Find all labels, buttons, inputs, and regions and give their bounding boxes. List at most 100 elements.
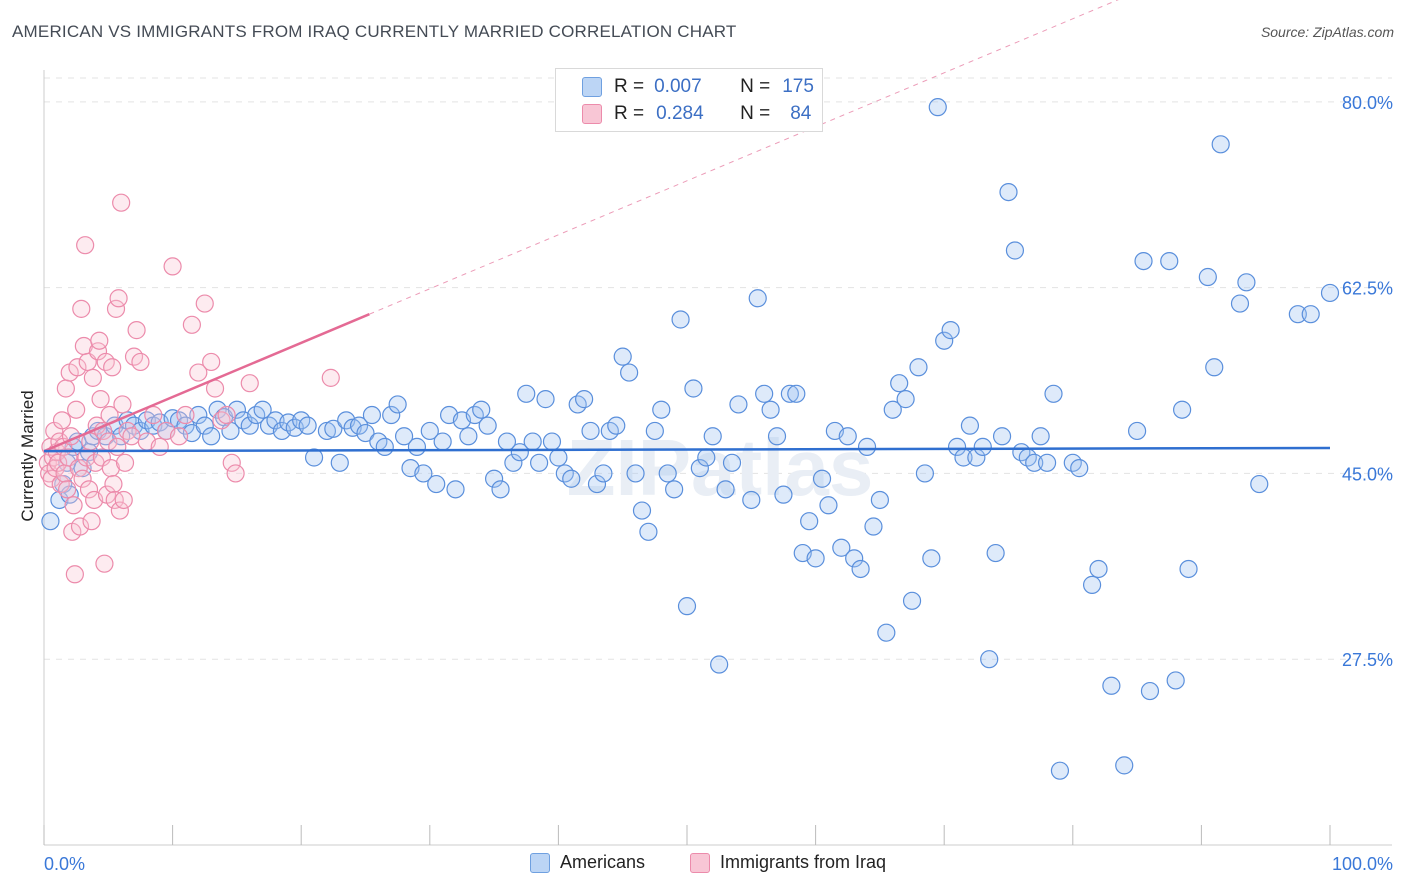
americans-point [304,448,324,467]
americans-point [1082,575,1102,594]
americans-point [864,517,883,536]
iraq-point [127,321,146,340]
americans-point [896,390,915,409]
americans-point [530,453,549,472]
americans-point [1127,421,1147,441]
americans-point [510,443,529,462]
y-tick-label: 27.5% [1342,650,1393,670]
series-legend: Americans Immigrants from Iraq [0,852,1406,878]
americans-point [1250,474,1269,494]
iraq-point [109,289,128,308]
iraq-point [68,358,87,377]
americans-point [928,98,947,117]
americans-point [581,421,600,441]
americans-point [1070,459,1089,478]
americans-point [787,384,806,403]
americans-point [973,437,992,456]
watermark: ZIPatlas [567,423,874,512]
americans-point [677,597,697,616]
americans-point [549,448,568,467]
n-value: 84 [790,103,812,124]
americans-point [645,421,664,441]
iraq-point [90,331,109,350]
iraq-point [56,379,75,398]
americans-point [780,384,799,403]
iraq-point [67,400,86,419]
americans-point [980,650,999,669]
r-label: R = [614,76,645,97]
americans-point [356,423,375,443]
americans-point [575,390,594,409]
americans-point [485,469,504,488]
americans-point [1230,294,1250,313]
americans-point [394,427,414,446]
y-tick-label: 45.0% [1342,464,1393,484]
americans-point [665,480,684,499]
americans-point [1140,681,1160,701]
iraq-point [321,368,340,387]
americans-point [632,501,652,520]
n-value: 175 [782,76,814,97]
americans-point [227,400,246,419]
americans-point [742,490,761,510]
americans-point [1037,453,1057,472]
americans-point [562,469,581,488]
americans-point [208,400,227,419]
americans-point [716,480,735,499]
americans-point [883,400,902,419]
americans-point [253,400,272,419]
americans-point [1044,384,1063,403]
americans-point [1320,283,1340,303]
americans-point [1102,676,1121,695]
americans-point [877,623,896,642]
americans-point [986,543,1005,563]
x-tick-label: 100.0% [1332,854,1393,874]
americans-point [800,512,819,531]
americans-point [1031,427,1050,446]
americans-point [1237,273,1256,292]
americans-point [1160,251,1179,271]
americans-point [999,182,1018,202]
americans-point [767,427,787,446]
americans-point [594,464,613,483]
americans-point [761,400,780,419]
iraq-point [82,512,101,531]
iraq-point [101,459,120,478]
americans-point [536,390,555,409]
americans-point [587,474,607,494]
americans-point [1173,400,1192,419]
americans-point [349,416,369,435]
iraq-point [240,374,259,393]
legend-item-iraq[interactable]: Immigrants from Iraq [690,852,886,873]
stats-row-iraq: R = 0.284 N = 84 [582,101,811,127]
iraq-point [91,390,110,409]
americans-point [420,421,439,441]
legend-item-americans[interactable]: Americans [530,852,645,873]
stats-legend: R = 0.007 N = 175 R = 0.284 N = 84 [555,68,823,132]
americans-point [459,427,478,446]
americans-point [478,416,497,435]
americans-point [1134,251,1153,271]
chart-title: AMERICAN VS IMMIGRANTS FROM IRAQ CURRENT… [12,22,737,41]
iraq-point [131,352,150,372]
americans-point [414,464,433,483]
legend-label-iraq: Immigrants from Iraq [720,852,887,872]
iraq-point [212,411,231,430]
americans-point [652,400,671,419]
americans-point [176,416,195,435]
americans-point [857,437,877,456]
americans-point [626,464,645,483]
pink-swatch [690,852,710,873]
americans-point [1211,135,1230,154]
americans-point [755,384,774,403]
americans-point [774,485,793,504]
americans-point [427,474,446,494]
iraq-point [112,193,131,212]
stats-row-americans: R = 0.007 N = 175 [582,74,814,100]
americans-point [1198,267,1217,287]
americans-point [690,459,709,478]
americans-point [41,512,60,531]
americans-point [330,453,349,472]
americans-point [870,490,890,510]
